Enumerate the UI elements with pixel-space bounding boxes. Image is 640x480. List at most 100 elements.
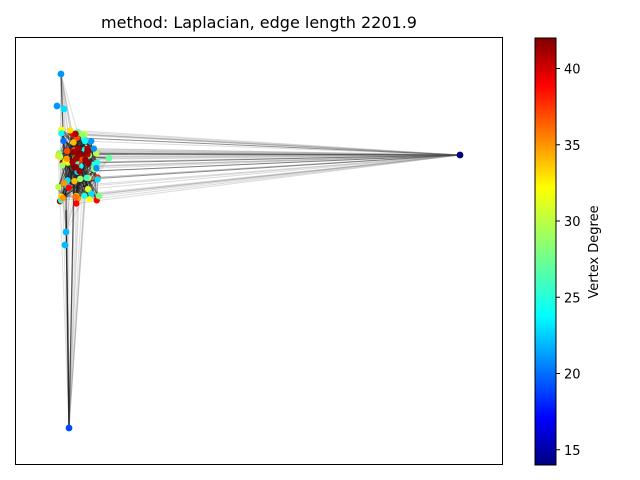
graph-edge xyxy=(60,177,98,201)
plot-title: method: Laplacian, edge length 2201.9 xyxy=(101,13,417,32)
plot-axes-frame xyxy=(15,37,503,465)
colorbar-tick-label: 30 xyxy=(564,215,581,230)
graph-node xyxy=(93,164,100,172)
graph-edge xyxy=(67,179,98,201)
colorbar-tick-label: 25 xyxy=(564,291,581,306)
colorbar-ticks: 15 20 25 30 35 40 xyxy=(556,63,581,459)
graph-edge xyxy=(76,154,461,204)
graph-node xyxy=(105,154,113,162)
graph-edge xyxy=(60,73,77,197)
graph-node xyxy=(88,137,95,145)
graph-edge xyxy=(82,154,461,160)
graph-edge xyxy=(75,154,461,158)
colorbar-tick-label: 20 xyxy=(564,368,581,383)
graph-edge xyxy=(68,165,81,429)
graph-edge xyxy=(76,154,461,197)
graph-node xyxy=(72,193,79,201)
graph-edge xyxy=(77,131,461,156)
graph-edge xyxy=(87,154,461,190)
graph-node xyxy=(456,151,464,159)
graph-node xyxy=(55,183,62,191)
graph-edge xyxy=(86,177,98,201)
graph-node xyxy=(59,194,67,202)
graph-edge xyxy=(76,154,461,168)
graph-node xyxy=(62,228,70,236)
graph-edge xyxy=(62,162,89,190)
graph-node xyxy=(90,145,98,152)
graph-edge xyxy=(84,154,461,197)
graph-edge xyxy=(60,178,98,198)
graph-node xyxy=(56,153,64,160)
graph-node xyxy=(81,192,88,200)
graph-node xyxy=(74,145,82,152)
graph-edge xyxy=(75,133,461,156)
graph-node xyxy=(70,139,77,146)
graph-node xyxy=(64,147,71,155)
graph-edge xyxy=(84,140,98,164)
graph-node xyxy=(69,158,76,166)
graph-node xyxy=(77,150,85,158)
graph-node xyxy=(85,147,92,154)
graph-node xyxy=(58,130,65,137)
graph-edge xyxy=(60,140,64,197)
graph-edge xyxy=(86,152,100,197)
graph-edge xyxy=(77,132,92,194)
graph-node xyxy=(63,155,70,162)
graph-node xyxy=(66,127,74,134)
graph-edge xyxy=(58,154,461,188)
graph-node xyxy=(76,168,83,175)
graph-edge xyxy=(93,148,461,156)
graph-edge xyxy=(77,148,461,156)
graph-edge xyxy=(77,171,100,197)
graph-node xyxy=(84,185,92,193)
graph-node xyxy=(60,179,68,187)
graph-node xyxy=(86,196,93,203)
graph-edge xyxy=(68,177,88,429)
graph-node xyxy=(65,424,73,432)
graph-edge xyxy=(68,154,461,189)
graph-node xyxy=(76,175,84,183)
graph-node xyxy=(65,184,73,191)
graph-edge xyxy=(67,154,461,181)
graph-node xyxy=(73,200,80,207)
graph-node xyxy=(88,190,95,197)
graph-node xyxy=(57,70,65,78)
colorbar-tick-label: 15 xyxy=(564,444,581,459)
graph-edge xyxy=(77,154,461,173)
graph-node xyxy=(61,241,69,249)
graph-edge xyxy=(60,73,64,131)
graph-node xyxy=(53,102,61,110)
graph-edge xyxy=(85,140,461,156)
graph-node xyxy=(93,150,100,157)
graph-node xyxy=(95,192,103,200)
colorbar-label: Vertex Degree xyxy=(587,205,602,298)
graph-edge xyxy=(60,73,73,135)
graph-node xyxy=(71,163,78,171)
graph-edge xyxy=(62,198,67,233)
graph-edge xyxy=(62,154,461,199)
graph-edge xyxy=(75,171,81,197)
colorbar xyxy=(534,37,557,466)
graph-edge xyxy=(84,133,461,156)
graph-node xyxy=(82,156,89,164)
graph-edge xyxy=(61,132,461,156)
graph-node xyxy=(83,174,90,182)
graph-nodes xyxy=(53,70,464,432)
colorbar-tick-label: 40 xyxy=(564,63,581,78)
graph-node xyxy=(81,137,89,145)
graph-edge xyxy=(84,149,461,156)
graph-node xyxy=(71,177,78,185)
graph-edge xyxy=(82,134,461,156)
graph-edge xyxy=(65,195,85,233)
graph-edge xyxy=(59,73,62,202)
graph-edge xyxy=(61,154,461,201)
graph-edge xyxy=(66,154,461,160)
graph-edge xyxy=(61,129,461,156)
graph-node xyxy=(94,176,101,183)
graph-edge xyxy=(61,154,461,198)
colorbar-tick-label: 35 xyxy=(564,139,581,154)
graph-edge xyxy=(60,73,86,160)
graph-edge xyxy=(97,154,461,164)
graph-node xyxy=(79,131,87,138)
